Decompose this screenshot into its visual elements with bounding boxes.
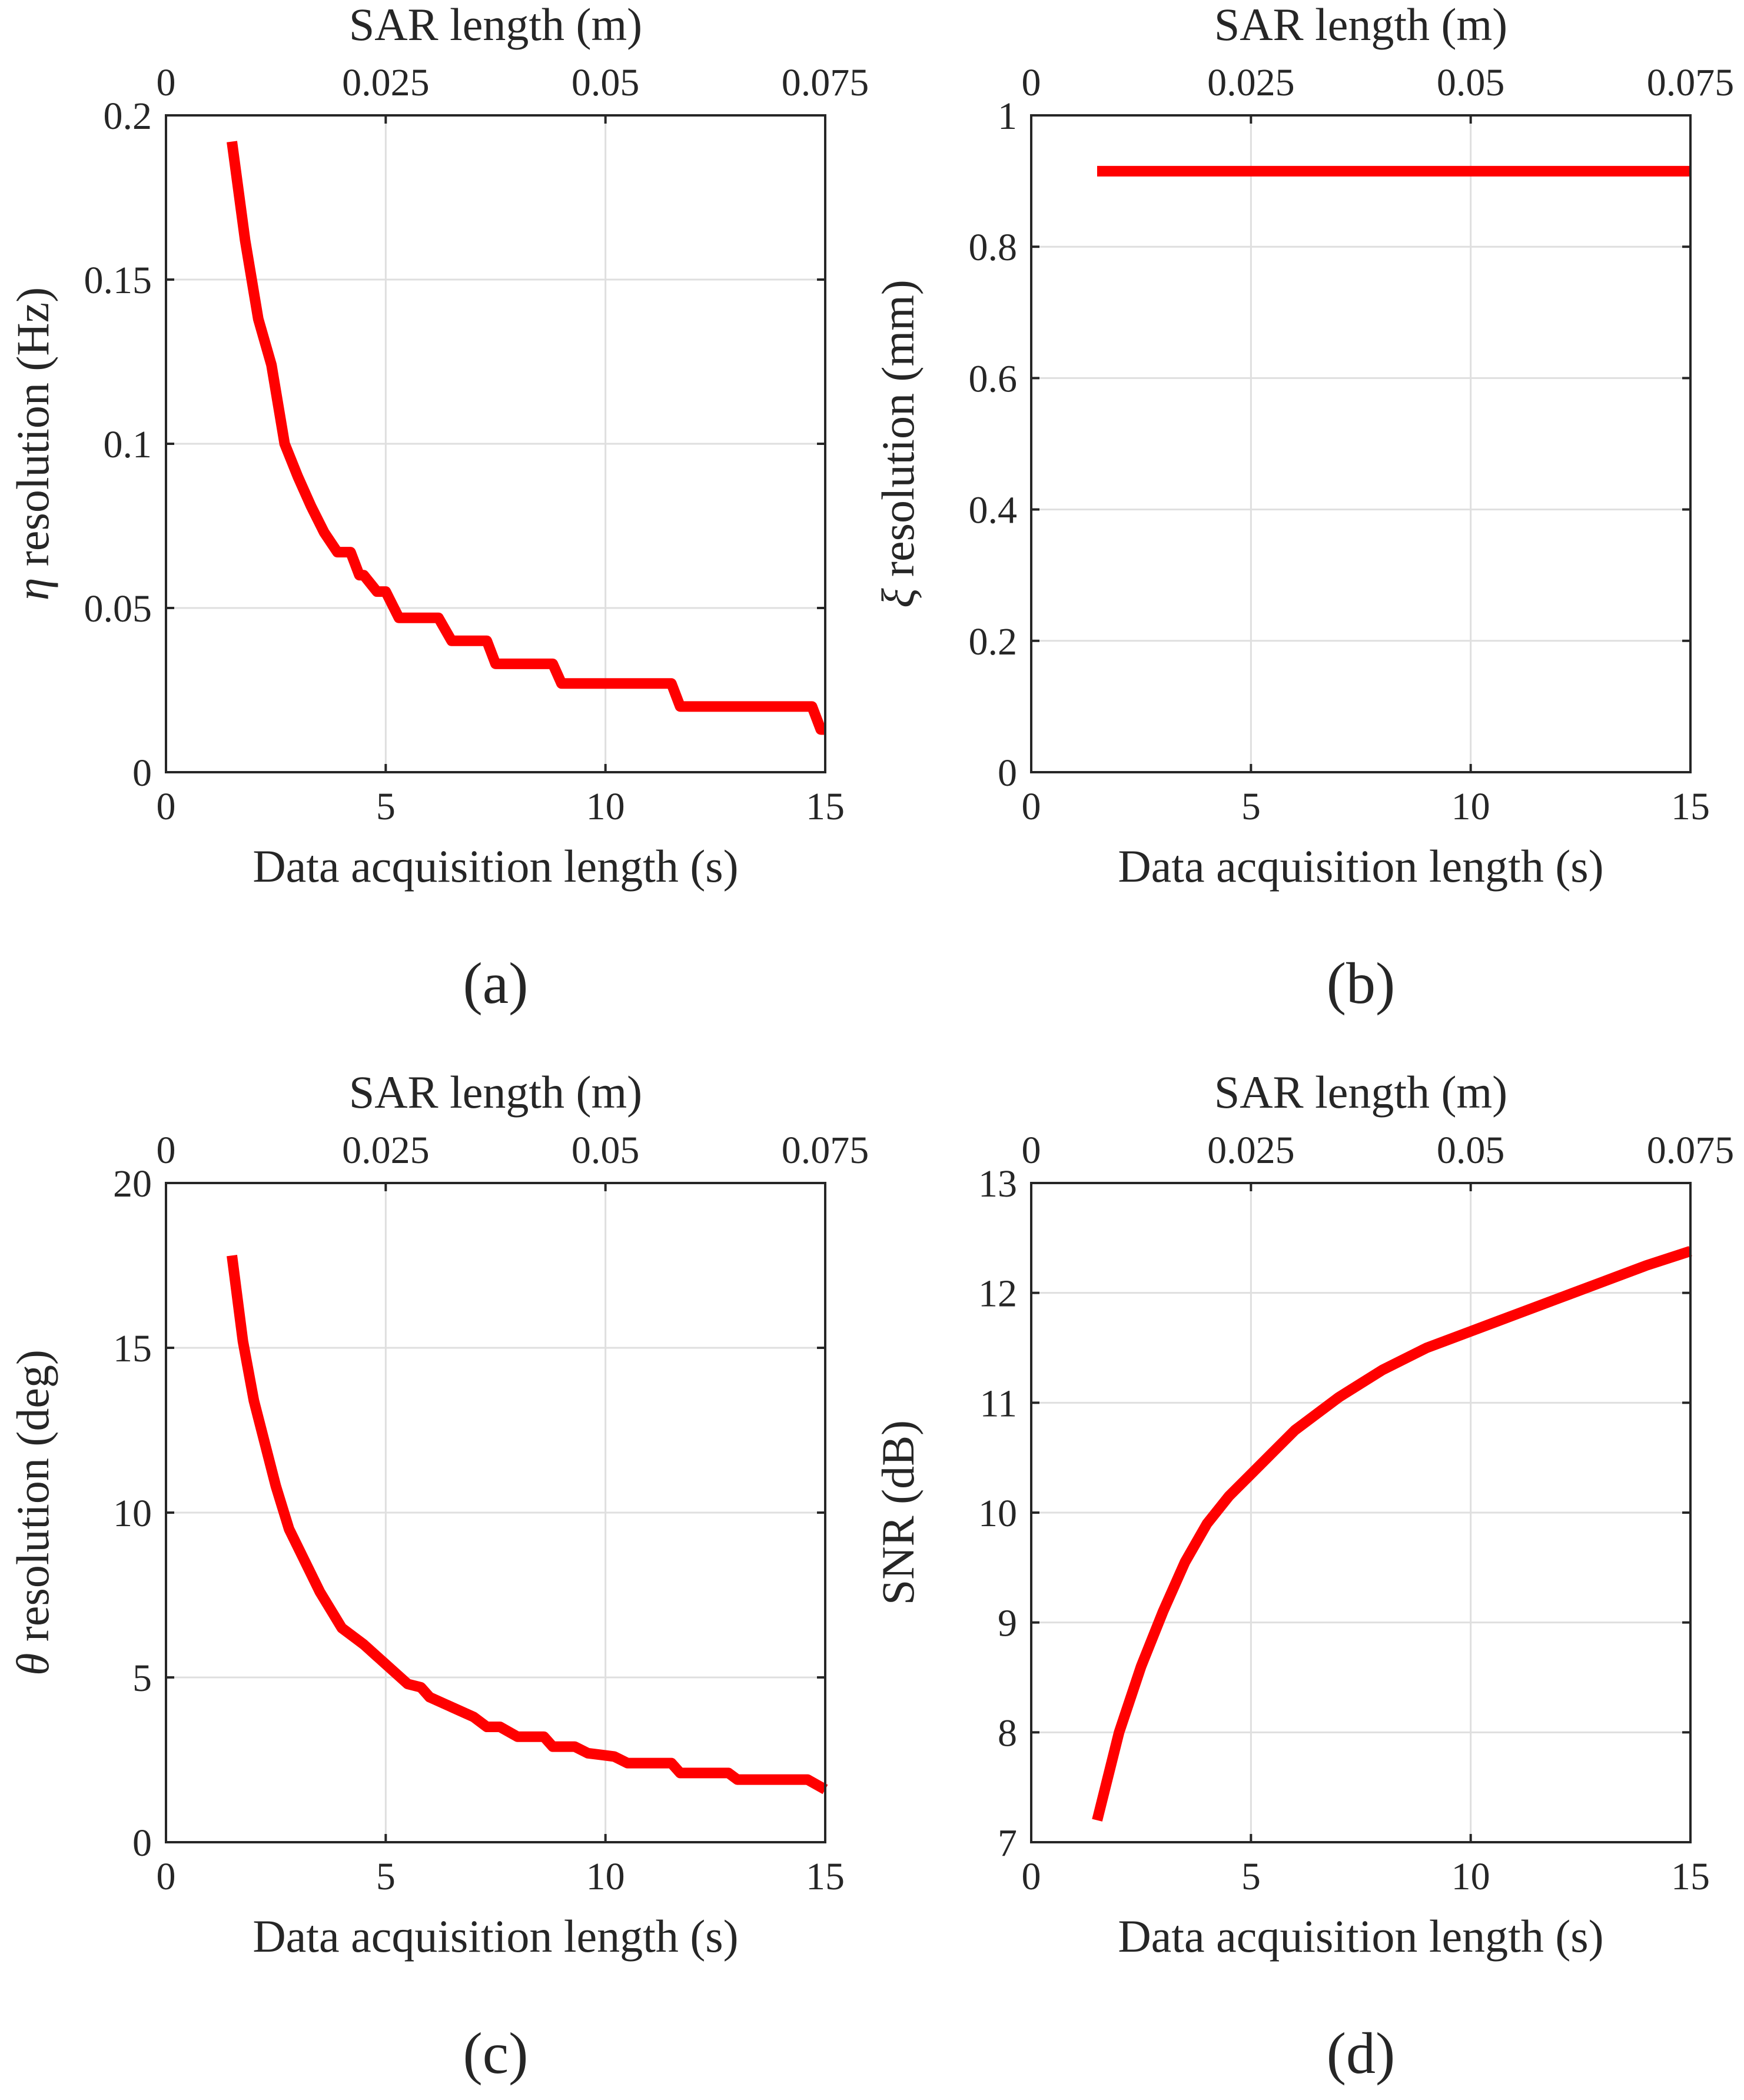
panel-b-x-tick-label: 5 xyxy=(1241,785,1261,828)
panel-a-series-line xyxy=(227,141,826,735)
panel-b-x2-axis-label: SAR length (m) xyxy=(1214,0,1507,50)
panel-a-y-tick-label: 0 xyxy=(132,752,152,795)
panel-b-x-tick-label: 10 xyxy=(1451,785,1490,828)
panel-b-y-tick-label: 0.6 xyxy=(969,357,1018,400)
panel-d-x2-axis-label: SAR length (m) xyxy=(1214,1066,1507,1118)
panel-c-x2-tick-label: 0.025 xyxy=(342,1129,430,1172)
panel-d-y-tick-label: 9 xyxy=(998,1602,1017,1645)
panel-d-y-tick-label: 8 xyxy=(998,1712,1017,1755)
panel-c-x2-axis-label: SAR length (m) xyxy=(349,1066,642,1118)
panel-b-plot-area xyxy=(1030,114,1692,773)
panel-a-series xyxy=(227,141,826,735)
panel-a-ticks: 0 5 10 15 0 0.025 0.05 0.075 0 0.05 0.1 0.15 0.2 xyxy=(84,61,869,828)
panel-b: 0 5 10 15 0 0.025 0.05 0.075 0 0.2 0.4 0.6 0.8 1 SAR … xyxy=(872,0,1734,1016)
panel-a-grid xyxy=(166,115,825,772)
panel-b-y-tick-label: 0 xyxy=(998,752,1017,795)
panel-b-x2-tick-label: 0.075 xyxy=(1647,61,1735,104)
panel-a-x-tick-label: 15 xyxy=(806,785,845,828)
panel-c-x2-tick-label: 0 xyxy=(157,1129,176,1172)
panel-c-x2-tick-label: 0.05 xyxy=(572,1129,640,1172)
panel-d-x2-tick-label: 0.05 xyxy=(1437,1129,1505,1172)
panel-c-y-tick-label: 5 xyxy=(132,1657,152,1700)
panel-b-grid xyxy=(1031,115,1690,772)
panel-a-x-tick-label: 5 xyxy=(376,785,396,828)
panel-c-grid xyxy=(166,1183,825,1842)
panel-b-caption: (b) xyxy=(1327,951,1396,1016)
panel-c-x-axis-label: Data acquisition length (s) xyxy=(253,1910,738,1962)
panel-b-y-axis-symbol: ξ xyxy=(872,588,924,608)
panel-b-y-tick-label: 0.8 xyxy=(969,226,1018,269)
panel-b-y-tick-label: 1 xyxy=(998,95,1017,138)
panel-c-series xyxy=(227,1255,828,1795)
panel-c-y-tick-label: 15 xyxy=(113,1327,152,1370)
panel-d-y-tick-label: 11 xyxy=(979,1382,1017,1425)
panel-c-y-axis-symbol: θ xyxy=(7,1653,58,1676)
panel-d-x-tick-label: 15 xyxy=(1671,1855,1710,1898)
panel-d-x2-tick-label: 0 xyxy=(1022,1129,1041,1172)
panel-d-x2-tick-label: 0.075 xyxy=(1647,1129,1735,1172)
panel-d-x2-tick-label: 0.025 xyxy=(1207,1129,1295,1172)
panel-b-y-tick-label: 0.2 xyxy=(969,620,1018,663)
panel-c-y-tick-label: 10 xyxy=(113,1492,152,1535)
panel-b-y-axis-text: resolution (mm) xyxy=(872,280,924,588)
panel-d-y-axis-text: SNR (dB) xyxy=(872,1420,924,1605)
panel-a-caption: (a) xyxy=(463,951,529,1016)
panel-c-y-tick-label: 0 xyxy=(132,1822,152,1865)
panel-b-x2-tick-label: 0 xyxy=(1022,61,1041,104)
panel-b-ticks: 0 5 10 15 0 0.025 0.05 0.075 0 0.2 0.4 0.6 0.8 1 xyxy=(969,61,1735,828)
panel-b-x-axis-label: Data acquisition length (s) xyxy=(1118,840,1603,892)
panel-c-x-tick-label: 5 xyxy=(376,1855,396,1898)
panel-b-y-tick-label: 0.4 xyxy=(969,489,1018,532)
panel-c-x-tick-label: 10 xyxy=(586,1855,625,1898)
panel-a-y-tick-label: 0.15 xyxy=(84,259,152,302)
panel-a-x-axis-label: Data acquisition length (s) xyxy=(253,840,738,892)
panel-c: 0 5 10 15 0 0.025 0.05 0.075 0 5 10 15 20 SAR length… xyxy=(7,1066,869,2086)
panel-c-x2-tick-label: 0.075 xyxy=(782,1129,869,1172)
panel-c-caption: (c) xyxy=(463,2021,529,2086)
panel-b-x-tick-label: 0 xyxy=(1022,785,1041,828)
panel-d-plot-area xyxy=(1030,1182,1692,1843)
panel-b-x2-tick-label: 0.025 xyxy=(1207,61,1295,104)
panel-a-y-tick-label: 0.1 xyxy=(104,423,152,466)
panel-d-x-axis-label: Data acquisition length (s) xyxy=(1118,1910,1603,1962)
panel-a-x2-tick-label: 0.025 xyxy=(342,61,430,104)
panel-a-y-axis-symbol: η xyxy=(7,578,58,601)
panel-b-x-tick-label: 15 xyxy=(1671,785,1710,828)
panel-a-x-tick-label: 0 xyxy=(157,785,176,828)
panel-c-series-line xyxy=(227,1255,828,1795)
panel-d-y-tick-label: 7 xyxy=(998,1822,1017,1865)
panel-d-y-tick-label: 10 xyxy=(978,1492,1017,1535)
panel-c-x-tick-label: 15 xyxy=(806,1855,845,1898)
panel-d-series-line xyxy=(1092,1246,1692,1822)
panel-a-plot-area xyxy=(165,114,826,773)
panel-a-x-tick-label: 10 xyxy=(586,785,625,828)
panel-a-y-tick-label: 0.05 xyxy=(84,587,152,630)
panel-a-y-axis-label: η resolution (Hz) xyxy=(7,287,58,601)
panel-d-ticks: 0 5 10 15 0 0.025 0.05 0.075 7 8 9 10 11 12 13 xyxy=(978,1129,1734,1898)
panel-b-x2-tick-label: 0.05 xyxy=(1437,61,1505,104)
panel-c-y-tick-label: 20 xyxy=(113,1162,152,1205)
panel-d-y-tick-label: 13 xyxy=(978,1162,1017,1205)
panel-a-y-axis-text: resolution (Hz) xyxy=(7,287,58,578)
panel-c-x-tick-label: 0 xyxy=(157,1855,176,1898)
panel-d-x-tick-label: 0 xyxy=(1022,1855,1041,1898)
panel-a-x2-tick-label: 0 xyxy=(157,61,176,104)
panel-a-x2-tick-label: 0.05 xyxy=(572,61,640,104)
panel-a: 0 5 10 15 0 0.025 0.05 0.075 0 0.05 0.1 0.15 0.2 SAR… xyxy=(7,0,869,1016)
panel-a-x2-axis-label: SAR length (m) xyxy=(349,0,642,50)
panel-a-y-tick-label: 0.2 xyxy=(104,95,152,138)
panel-a-x2-tick-label: 0.075 xyxy=(782,61,869,104)
panel-b-y-axis-label: ξ resolution (mm) xyxy=(872,280,924,608)
panel-d-series xyxy=(1092,1246,1692,1822)
panel-c-plot-area xyxy=(165,1182,826,1843)
panel-d-x-tick-label: 10 xyxy=(1451,1855,1490,1898)
panel-d-y-axis-label: SNR (dB) xyxy=(872,1420,924,1605)
panel-c-y-axis-label: θ resolution (deg) xyxy=(7,1350,58,1676)
panel-d-caption: (d) xyxy=(1327,2021,1396,2086)
panel-d: 0 5 10 15 0 0.025 0.05 0.075 7 8 9 10 11 12 13 SAR len… xyxy=(872,1066,1734,2086)
panel-c-y-axis-text: resolution (deg) xyxy=(7,1350,58,1653)
panel-d-x-tick-label: 5 xyxy=(1241,1855,1261,1898)
panel-d-y-tick-label: 12 xyxy=(978,1272,1017,1315)
